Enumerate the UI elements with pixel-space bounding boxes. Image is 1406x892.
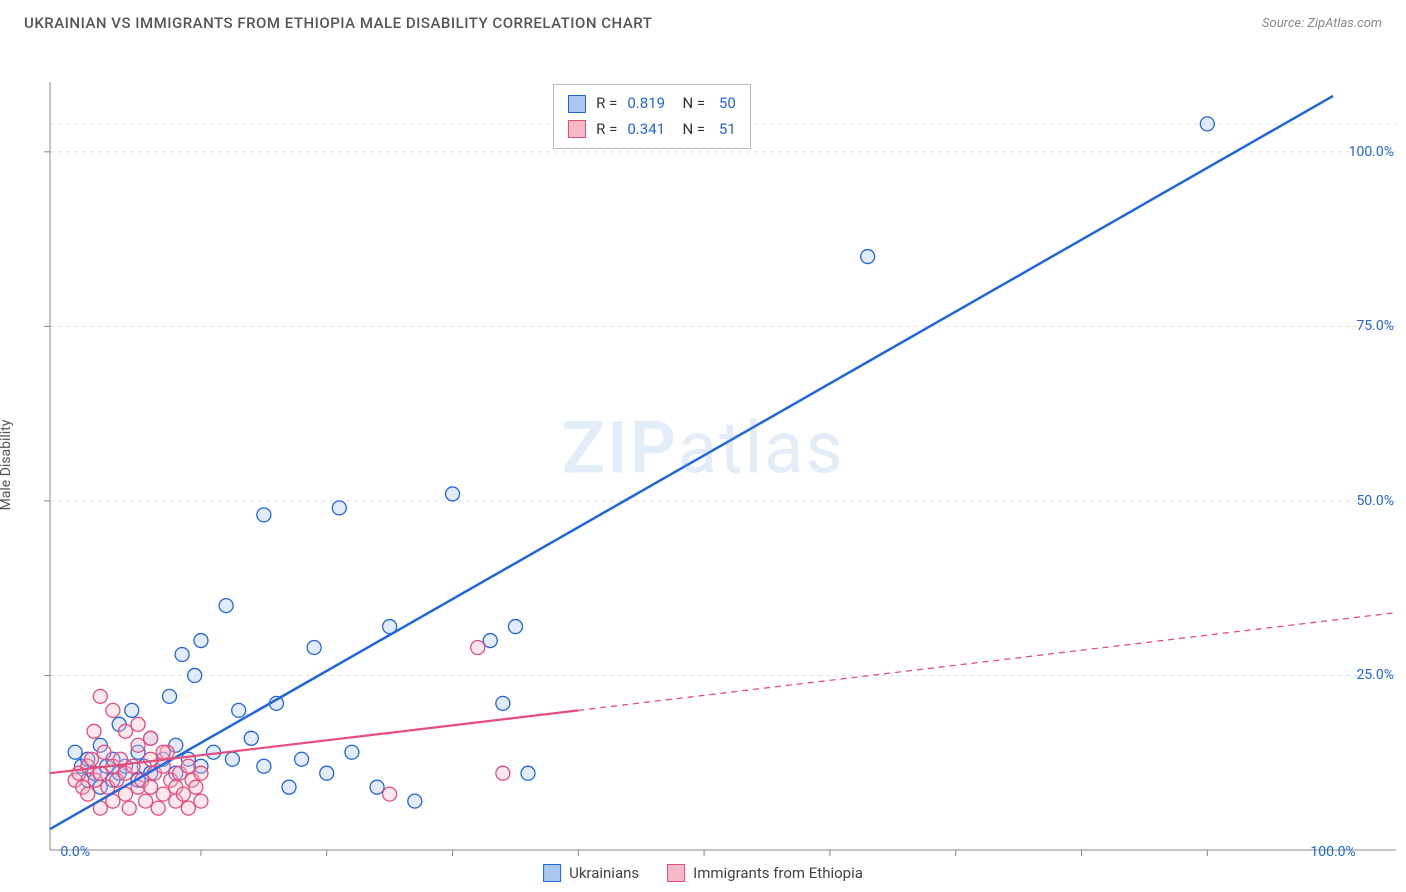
stats-swatch-icon: [568, 120, 586, 138]
stats-n-value: 51: [715, 117, 736, 143]
stats-n-value: 50: [715, 91, 736, 117]
chart-title: UKRAINIAN VS IMMIGRANTS FROM ETHIOPIA MA…: [24, 14, 652, 32]
stats-row: R = 0.819 N = 50: [568, 91, 736, 117]
scatter-chart: [0, 40, 1406, 890]
legend-swatch-icon: [543, 864, 561, 882]
x-tick-label: 0.0%: [60, 844, 90, 860]
stats-n-label: N =: [675, 91, 705, 117]
stats-n-label: N =: [675, 117, 705, 143]
stats-r-label: R =: [596, 91, 617, 117]
x-tick-label: 100.0%: [1310, 844, 1355, 860]
legend-swatch-icon: [667, 864, 685, 882]
chart-source: Source: ZipAtlas.com: [1262, 16, 1382, 31]
y-tick-label: 75.0%: [1356, 318, 1394, 334]
chart-container: Male Disability ZIPatlas R =0.819 N = 50…: [0, 40, 1406, 890]
stats-legend-box: R = 0.819 N = 50 R = 0.341 N = 51: [553, 84, 751, 149]
stats-r-value: 0.819: [627, 91, 665, 117]
series-legend: Ukrainians Immigrants from Ethiopia: [543, 864, 863, 882]
stats-r-label: R =: [596, 117, 617, 143]
legend-label: Immigrants from Ethiopia: [693, 864, 863, 882]
y-tick-label: 100.0%: [1349, 144, 1394, 160]
legend-item-ethiopia: Immigrants from Ethiopia: [667, 864, 863, 882]
chart-header: UKRAINIAN VS IMMIGRANTS FROM ETHIOPIA MA…: [0, 0, 1406, 40]
y-tick-label: 25.0%: [1356, 667, 1394, 683]
y-axis-label: Male Disability: [0, 420, 14, 511]
legend-label: Ukrainians: [569, 864, 639, 882]
stats-swatch-icon: [568, 95, 586, 113]
stats-row: R = 0.341 N = 51: [568, 117, 736, 143]
y-tick-label: 50.0%: [1356, 493, 1394, 509]
legend-item-ukrainians: Ukrainians: [543, 864, 639, 882]
stats-r-value: 0.341: [627, 117, 665, 143]
